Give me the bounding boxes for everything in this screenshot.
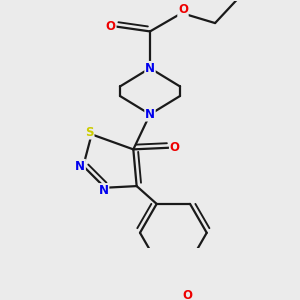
Text: O: O bbox=[106, 20, 116, 33]
Text: O: O bbox=[178, 4, 188, 16]
Text: N: N bbox=[99, 184, 109, 197]
Text: O: O bbox=[182, 289, 193, 300]
Text: N: N bbox=[145, 108, 155, 121]
Text: N: N bbox=[75, 160, 85, 172]
Text: S: S bbox=[85, 126, 94, 139]
Text: O: O bbox=[169, 141, 180, 154]
Text: N: N bbox=[145, 61, 155, 75]
